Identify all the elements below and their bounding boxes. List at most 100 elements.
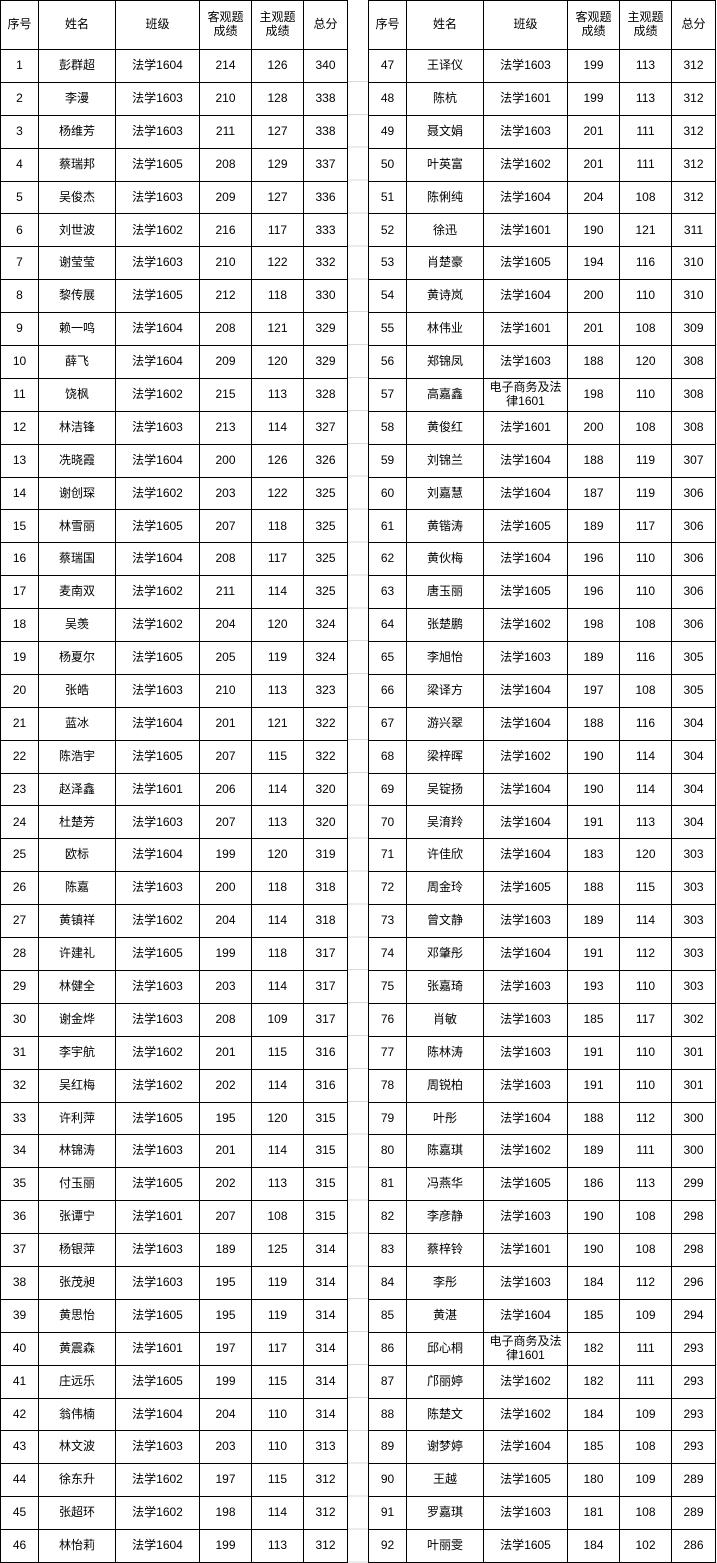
cell-objective: 188 [567, 345, 620, 379]
cell-subjective: 118 [251, 279, 304, 314]
cell-class: 法学1604 [483, 805, 568, 840]
cell-name: 陈杭 [406, 81, 484, 116]
cell-objective: 210 [199, 673, 252, 708]
cell-seq: 54 [368, 279, 407, 314]
cell-subjective: 122 [251, 246, 304, 281]
cell-subjective: 118 [251, 509, 304, 544]
cell-total: 304 [671, 772, 716, 807]
cell-seq: 67 [368, 706, 407, 741]
cell-total: 318 [303, 904, 348, 939]
cell-objective: 197 [199, 1463, 252, 1498]
cell-class: 法学1604 [483, 542, 568, 577]
cell-objective: 204 [199, 608, 252, 643]
cell-class: 法学1605 [483, 1529, 568, 1563]
cell-subjective: 110 [619, 279, 672, 314]
cell-total: 306 [671, 575, 716, 610]
cell-objective: 190 [567, 1233, 620, 1267]
table-row: 7 谢莹莹 法学1603 210 122 332 [0, 246, 348, 281]
cell-seq: 7 [0, 246, 39, 281]
header-cell-subjective: 主观题 成绩 [251, 0, 304, 50]
cell-seq: 92 [368, 1529, 407, 1563]
cell-total: 332 [303, 246, 348, 281]
table-row: 6 刘世波 法学1602 216 117 333 [0, 213, 348, 248]
cell-class: 法学1604 [115, 345, 200, 379]
cell-seq: 57 [368, 377, 407, 412]
table-row: 1 彭群超 法学1604 214 126 340 [0, 49, 348, 83]
cell-seq: 81 [368, 1167, 407, 1202]
cell-total: 289 [671, 1463, 716, 1498]
table-row: 84 李彤 法学1603 184 112 296 [368, 1265, 716, 1300]
cell-objective: 197 [199, 1331, 252, 1366]
cell-total: 325 [303, 509, 348, 544]
cell-total: 312 [303, 1529, 348, 1563]
cell-subjective: 110 [619, 1035, 672, 1070]
cell-seq: 37 [0, 1233, 39, 1267]
cell-seq: 2 [0, 81, 39, 116]
cell-name: 吴俊杰 [38, 180, 116, 215]
cell-seq: 84 [368, 1265, 407, 1300]
table-row: 8 黎传展 法学1605 212 118 330 [0, 279, 348, 314]
table-row: 18 吴羡 法学1602 204 120 324 [0, 608, 348, 643]
cell-subjective: 118 [251, 937, 304, 971]
cell-total: 337 [303, 147, 348, 182]
cell-name: 黄湛 [406, 1298, 484, 1333]
table-row: 22 陈浩宇 法学1605 207 115 322 [0, 739, 348, 774]
table-row: 35 付玉丽 法学1605 202 113 315 [0, 1167, 348, 1202]
cell-name: 许建礼 [38, 937, 116, 971]
cell-objective: 189 [199, 1233, 252, 1267]
cell-class: 法学1602 [115, 213, 200, 248]
cell-subjective: 119 [619, 476, 672, 511]
cell-seq: 6 [0, 213, 39, 248]
cell-class: 法学1603 [483, 1200, 568, 1235]
cell-total: 304 [671, 739, 716, 774]
cell-total: 314 [303, 1364, 348, 1399]
cell-total: 301 [671, 1035, 716, 1070]
cell-total: 307 [671, 443, 716, 478]
cell-class: 法学1603 [483, 1002, 568, 1037]
cell-total: 300 [671, 1101, 716, 1136]
cell-name: 庄远乐 [38, 1364, 116, 1399]
cell-subjective: 122 [251, 476, 304, 511]
table-row: 5 吴俊杰 法学1603 209 127 336 [0, 180, 348, 215]
cell-total: 293 [671, 1364, 716, 1399]
cell-class: 法学1605 [115, 937, 200, 971]
cell-objective: 194 [567, 246, 620, 281]
cell-total: 293 [671, 1397, 716, 1432]
cell-subjective: 111 [619, 1331, 672, 1366]
cell-total: 320 [303, 772, 348, 807]
table-row: 2 李漫 法学1603 210 128 338 [0, 81, 348, 116]
cell-total: 306 [671, 476, 716, 511]
cell-subjective: 119 [619, 443, 672, 478]
cell-subjective: 112 [619, 937, 672, 971]
table-row: 29 林健全 法学1603 203 114 317 [0, 969, 348, 1004]
cell-class: 电子商务及法律1601 [483, 377, 568, 412]
cell-seq: 72 [368, 871, 407, 906]
cell-subjective: 120 [619, 345, 672, 379]
cell-total: 298 [671, 1233, 716, 1267]
cell-name: 谢梦婷 [406, 1430, 484, 1465]
cell-name: 吴羡 [38, 608, 116, 643]
cell-class: 法学1605 [483, 575, 568, 610]
cell-class: 法学1604 [483, 279, 568, 314]
cell-subjective: 117 [251, 213, 304, 248]
cell-objective: 201 [567, 147, 620, 182]
cell-total: 330 [303, 279, 348, 314]
cell-objective: 201 [199, 706, 252, 741]
cell-seq: 32 [0, 1068, 39, 1103]
cell-name: 冯燕华 [406, 1167, 484, 1202]
cell-class: 法学1604 [115, 706, 200, 741]
cell-seq: 73 [368, 904, 407, 939]
cell-class: 法学1604 [115, 1397, 200, 1432]
cell-objective: 203 [199, 476, 252, 511]
cell-total: 325 [303, 542, 348, 577]
header-cell-name: 姓名 [406, 0, 484, 50]
cell-class: 法学1603 [483, 49, 568, 83]
header-cell-class: 班级 [115, 0, 200, 50]
cell-name: 肖敏 [406, 1002, 484, 1037]
cell-class: 法学1603 [483, 1068, 568, 1103]
table-row: 36 张谭宁 法学1601 207 108 315 [0, 1200, 348, 1235]
table-row: 24 杜楚芳 法学1603 207 113 320 [0, 805, 348, 840]
cell-objective: 189 [567, 641, 620, 675]
cell-seq: 59 [368, 443, 407, 478]
cell-name: 邝丽婷 [406, 1364, 484, 1399]
